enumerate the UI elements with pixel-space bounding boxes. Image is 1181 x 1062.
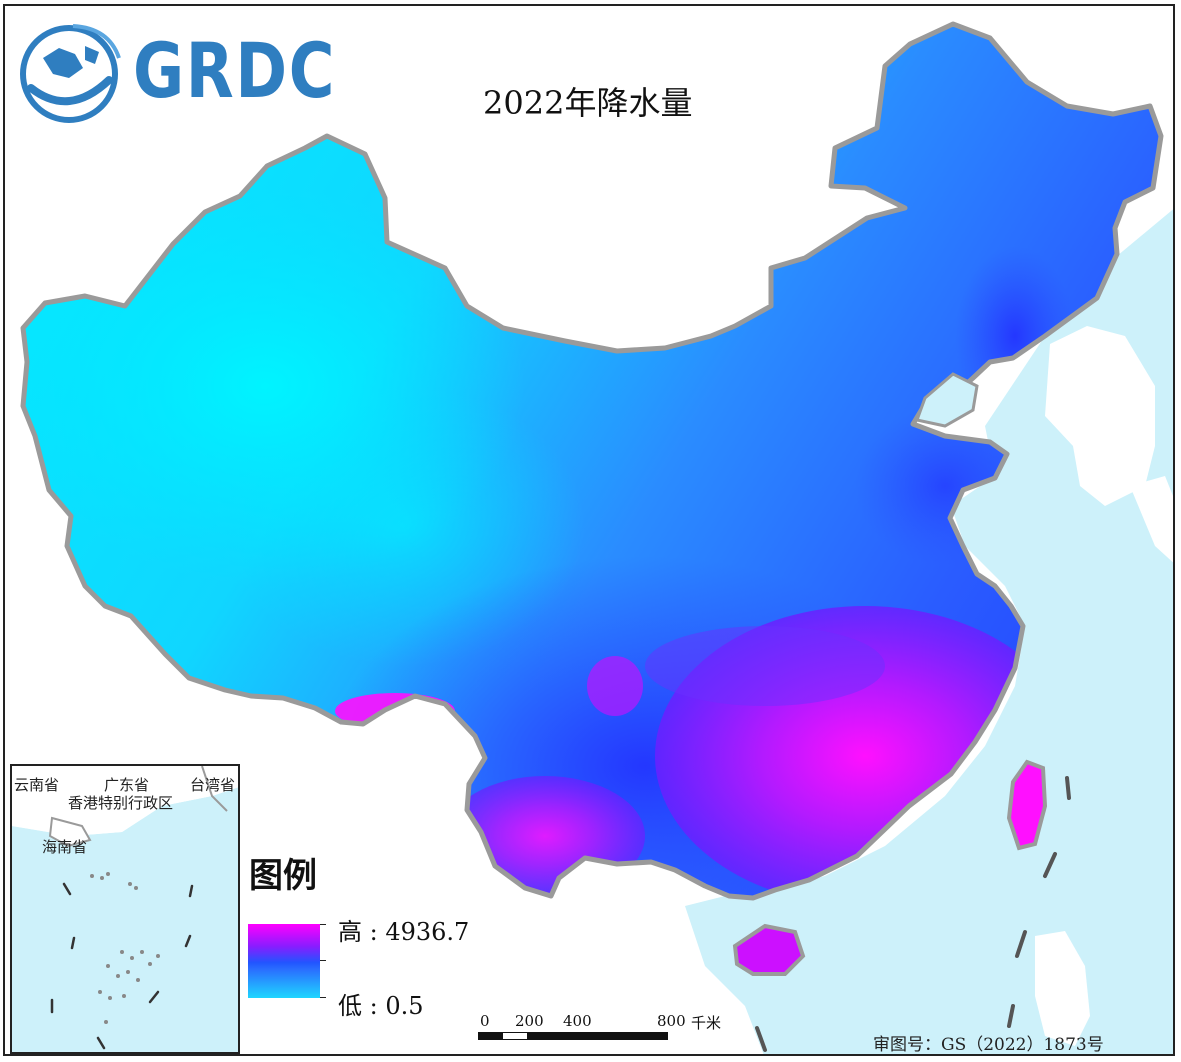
china-border <box>20 21 1164 901</box>
globe-swoosh-logo <box>13 18 125 130</box>
map-title: 2022年降水量 <box>483 84 693 122</box>
scalebar-tick-400: 400 <box>563 1012 592 1030</box>
korea-peninsula <box>1045 326 1155 506</box>
inset-label-hainan: 海南省 <box>42 838 88 856</box>
inset-label-yunnan: 云南省 <box>14 776 60 794</box>
nine-dash-line <box>755 776 1071 1052</box>
map-frame: GRDC 2022年降水量 图例 高 : 4936.7 低 : 0.5 <box>3 4 1175 1056</box>
south-china-sea-inset: 云南省 广东省 台湾省 香港特别行政区 海南省 <box>10 764 240 1054</box>
legend-low-label: 低 : 0.5 <box>338 992 424 1020</box>
legend-tick-mid <box>320 960 326 961</box>
logo-text: GRDC <box>133 26 337 115</box>
legend-title: 图例 <box>249 856 317 896</box>
legend-high-label: 高 : 4936.7 <box>338 918 470 946</box>
japan-islands <box>1130 476 1173 563</box>
precipitation-map[interactable] <box>5 6 1175 1056</box>
inset-label-hongkong: 香港特别行政区 <box>68 794 174 812</box>
inset-label-guangdong: 广东省 <box>104 776 150 794</box>
scalebar-tick-200: 200 <box>515 1012 544 1030</box>
legend-tick-high <box>320 924 326 925</box>
legend-color-ramp <box>248 924 320 998</box>
luzon-island <box>1035 931 1090 1046</box>
inset-label-taiwan: 台湾省 <box>190 776 236 794</box>
taiwan-island <box>1006 759 1048 851</box>
scalebar-tick-0: 0 <box>480 1012 490 1030</box>
hainan-island <box>732 923 806 976</box>
legend-tick-low <box>320 997 326 998</box>
scale-bar <box>478 1032 668 1040</box>
bohai-sea <box>915 372 979 428</box>
scalebar-unit: 千米 <box>691 1014 722 1032</box>
map-approval-number: 审图号：GS（2022）1873号 <box>873 1035 1104 1055</box>
scalebar-tick-800: 800 <box>657 1012 686 1030</box>
